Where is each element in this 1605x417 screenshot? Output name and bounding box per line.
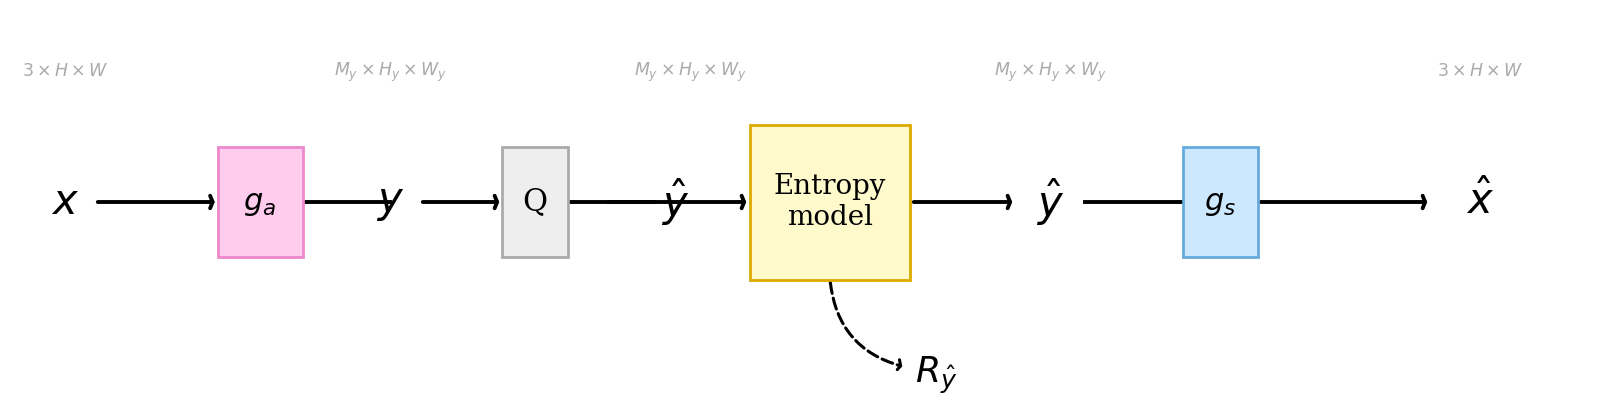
Text: $\hat{y}$: $\hat{y}$: [1035, 176, 1064, 228]
FancyBboxPatch shape: [502, 147, 568, 257]
Text: Entropy
model: Entropy model: [774, 173, 886, 231]
Text: $M_y \times H_y \times W_y$: $M_y \times H_y \times W_y$: [993, 60, 1106, 83]
Text: $M_y \times H_y \times W_y$: $M_y \times H_y \times W_y$: [634, 60, 746, 83]
Text: $R_{\hat{y}}$: $R_{\hat{y}}$: [915, 354, 957, 396]
Text: $y$: $y$: [376, 181, 404, 223]
FancyBboxPatch shape: [1183, 147, 1257, 257]
FancyBboxPatch shape: [750, 125, 910, 279]
Text: $g_s$: $g_s$: [1204, 186, 1236, 218]
Text: $g_a$: $g_a$: [244, 186, 276, 218]
Text: $\hat{y}$: $\hat{y}$: [661, 176, 689, 228]
Text: $3 \times H \times W$: $3 \times H \times W$: [1436, 63, 1523, 80]
Text: $M_y \times H_y \times W_y$: $M_y \times H_y \times W_y$: [334, 60, 446, 83]
Text: $x$: $x$: [51, 181, 79, 223]
Text: $3 \times H \times W$: $3 \times H \times W$: [22, 63, 108, 80]
FancyBboxPatch shape: [218, 147, 302, 257]
Text: Q: Q: [523, 186, 547, 218]
Text: $\hat{x}$: $\hat{x}$: [1465, 181, 1494, 223]
